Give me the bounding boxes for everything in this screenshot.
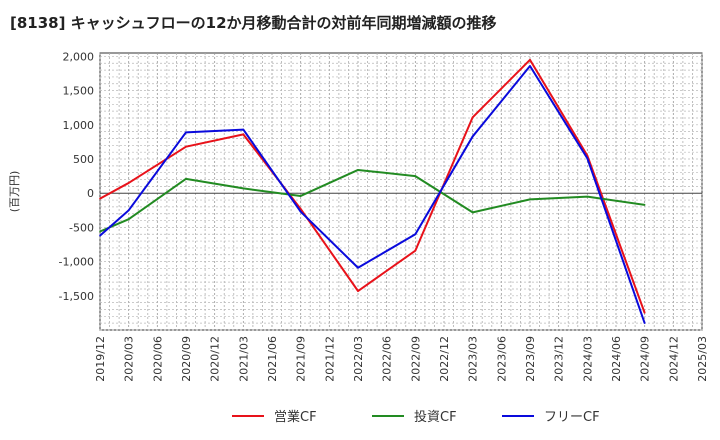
x-tick-label: 2025/03 <box>696 336 709 382</box>
data-point <box>299 210 302 213</box>
x-tick-label: 2024/12 <box>667 336 680 382</box>
data-point <box>357 169 359 171</box>
chart-title: [8138] キャッシュフローの12か月移動合計の対前年同期増減額の推移 <box>10 14 497 32</box>
x-tick-label: 2023/03 <box>467 336 480 382</box>
series-layer <box>99 58 646 324</box>
data-point <box>127 182 130 184</box>
x-tick-label: 2020/12 <box>209 336 222 382</box>
data-point <box>299 208 302 210</box>
data-point <box>357 266 359 269</box>
data-point <box>127 218 130 220</box>
x-tick-label: 2021/09 <box>295 336 308 382</box>
y-tick-label: -1,000 <box>59 256 94 269</box>
x-tick-label: 2023/09 <box>524 336 537 382</box>
data-point <box>529 59 531 61</box>
grid-layer <box>99 52 703 331</box>
x-tick-label: 2020/03 <box>123 336 136 382</box>
data-point <box>185 131 187 134</box>
x-tick-label: 2024/06 <box>610 336 623 382</box>
data-point <box>586 157 589 160</box>
y-axis-title: (百万円) <box>8 171 21 213</box>
x-tick-label: 2022/09 <box>409 336 422 382</box>
axis-layer: 2,000 1,500 1,000 500 0 -500 -1,000 -1,500 2019/… <box>8 50 709 381</box>
legend-label-3: フリーCF <box>544 410 600 425</box>
data-point <box>242 133 245 136</box>
legend-label-1: 営業CF <box>274 409 317 425</box>
data-point <box>357 290 359 292</box>
y-tick-label: 500 <box>73 153 94 166</box>
y-tick-label: -1,500 <box>59 290 94 303</box>
data-point <box>471 211 474 214</box>
x-tick-label: 2022/12 <box>438 336 451 382</box>
data-point <box>414 249 417 252</box>
x-tick-label: 2019/12 <box>94 336 107 382</box>
plot-frame <box>99 52 703 331</box>
data-point <box>529 198 531 201</box>
data-point <box>414 175 417 177</box>
data-point <box>99 197 101 200</box>
data-point <box>471 135 474 138</box>
data-point <box>471 116 474 119</box>
data-point <box>99 230 101 233</box>
data-point <box>586 195 589 198</box>
data-point <box>242 187 245 190</box>
x-tick-label: 2021/12 <box>323 336 336 382</box>
x-tick-label: 2022/06 <box>381 336 394 382</box>
x-tick-label: 2022/03 <box>352 336 365 382</box>
x-tick-label: 2021/03 <box>237 336 250 382</box>
legend-label-2: 投資CF <box>414 409 457 425</box>
x-tick-label: 2020/06 <box>151 336 164 382</box>
x-tick-label: 2024/03 <box>581 336 594 382</box>
data-point <box>299 195 302 197</box>
data-point <box>414 233 417 236</box>
data-point <box>242 128 245 131</box>
y-tick-label: 1,500 <box>63 85 95 98</box>
data-point <box>185 178 187 180</box>
data-point <box>529 65 531 67</box>
data-point <box>643 322 646 324</box>
x-tick-label: 2021/06 <box>266 336 279 382</box>
data-point <box>185 145 187 148</box>
y-tick-label: -500 <box>69 221 94 234</box>
x-tick-label: 2024/09 <box>639 336 652 382</box>
data-point <box>127 209 130 212</box>
legend-layer: 営業CF 投資CF フリーCF <box>232 409 600 425</box>
y-tick-label: 0 <box>87 187 94 200</box>
x-tick-label: 2023/06 <box>495 336 508 382</box>
data-point <box>643 204 646 206</box>
y-tick-label: 1,000 <box>63 119 95 132</box>
x-tick-label: 2023/12 <box>553 336 566 382</box>
data-point <box>99 234 101 237</box>
data-point <box>643 312 646 314</box>
x-tick-label: 2020/09 <box>180 336 193 382</box>
y-tick-label: 2,000 <box>63 50 95 63</box>
